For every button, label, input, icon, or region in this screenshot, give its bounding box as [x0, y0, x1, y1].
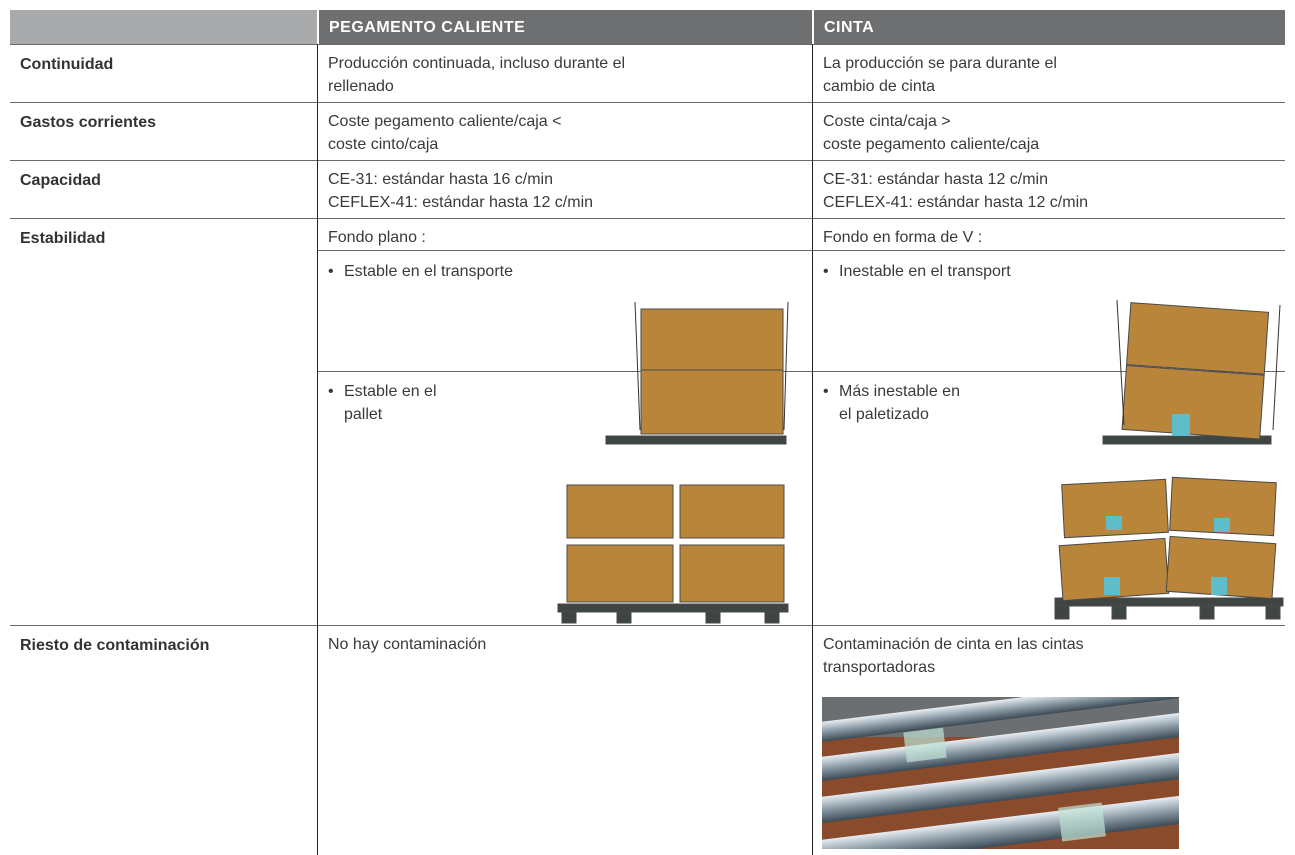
- row-label: Riesto de contaminación: [20, 637, 210, 654]
- row-border: [10, 218, 1285, 219]
- cell-text: el paletizado: [839, 406, 929, 423]
- col-border: [812, 44, 813, 855]
- row-border: [10, 625, 1285, 626]
- cell-text: coste pegamento caliente/caja: [823, 136, 1040, 153]
- cell-text: CEFLEX-41: estándar hasta 12 c/min: [823, 194, 1089, 211]
- shape: [783, 301, 789, 431]
- shape: [616, 611, 632, 624]
- shape: [822, 708, 1179, 784]
- glue-transport-box: [605, 301, 789, 445]
- shape: [1214, 518, 1230, 532]
- cell-text: La producción se para durante el: [823, 55, 1057, 72]
- cell-text: Fondo plano :: [328, 229, 426, 246]
- shape: [1061, 478, 1169, 539]
- shape: [1265, 605, 1281, 620]
- cell-text: Estable en el: [328, 380, 436, 403]
- cell-text: No hay contaminación: [328, 636, 487, 653]
- cell-text: cambio de cinta: [823, 78, 936, 95]
- cell-text: CE-31: estándar hasta 12 c/min: [823, 171, 1049, 188]
- shape: [605, 435, 787, 445]
- cell-text: Inestable en el transport: [823, 260, 1011, 283]
- shape: [1058, 537, 1170, 602]
- cell-text: CEFLEX-41: estándar hasta 12 c/min: [328, 194, 594, 211]
- row-label: Gastos corrientes: [20, 114, 157, 131]
- shape: [822, 748, 1179, 826]
- cell-text: Contaminación de cinta en las cintas: [823, 636, 1084, 653]
- shape: [822, 697, 1179, 849]
- header-cell: PEGAMENTO CALIENTE: [319, 10, 812, 44]
- shape: [679, 544, 785, 603]
- row-border: [10, 102, 1285, 103]
- shape: [903, 727, 947, 763]
- shape: [566, 484, 674, 539]
- shape: [1199, 605, 1215, 620]
- shape: [1106, 516, 1122, 530]
- cell-text: Coste pegamento caliente/caja <: [328, 113, 562, 130]
- shape: [1126, 302, 1270, 375]
- header-empty: [10, 10, 317, 44]
- shape: [1272, 304, 1281, 431]
- tape-pallet: [1054, 476, 1284, 620]
- shape: [634, 301, 641, 431]
- cell-text: CE-31: estándar hasta 16 c/min: [328, 171, 554, 188]
- row-label: Estabilidad: [20, 230, 106, 247]
- cell-text: Coste cinta/caja >: [823, 113, 951, 130]
- cell-text: Producción continuada, incluso durante e…: [328, 55, 626, 72]
- shape: [566, 544, 674, 603]
- tape-transport-box: [1102, 299, 1281, 445]
- header-cell: CINTA: [814, 10, 1285, 44]
- shape: [822, 697, 1179, 745]
- cell-text: Fondo en forma de V :: [823, 229, 983, 246]
- shape: [764, 611, 780, 624]
- shape: [1121, 365, 1265, 440]
- shape: [1104, 577, 1120, 595]
- shape: [640, 308, 784, 371]
- shape: [640, 369, 784, 435]
- shape: [679, 484, 785, 539]
- shape: [705, 611, 721, 624]
- row-label: Continuidad: [20, 56, 114, 73]
- shape: [1054, 605, 1070, 620]
- row-border: [318, 371, 1285, 372]
- row-border: [10, 44, 1285, 45]
- cell-text: Más inestable en: [823, 380, 960, 403]
- shape: [1111, 605, 1127, 620]
- shape: [822, 697, 1179, 849]
- shape: [1211, 577, 1227, 595]
- cell-text: Estable en el transporte: [328, 260, 513, 283]
- cell-text: coste cinto/caja: [328, 136, 439, 153]
- shape: [1121, 302, 1270, 440]
- shape: [822, 791, 1179, 849]
- shape: [1169, 476, 1277, 537]
- row-border: [318, 250, 1285, 251]
- shape: [561, 611, 577, 624]
- shape: [557, 603, 789, 613]
- shape: [1058, 802, 1106, 842]
- row-label: Capacidad: [20, 172, 101, 189]
- cell-text: rellenado: [328, 78, 394, 95]
- shape: [1054, 597, 1284, 607]
- glue-pallet: [557, 484, 789, 624]
- shape: [1116, 299, 1125, 426]
- shape: [1172, 414, 1190, 436]
- cell-text: transportadoras: [823, 659, 936, 676]
- conveyor-photo: [822, 697, 1179, 849]
- cell-text: pallet: [344, 406, 383, 423]
- col-border: [317, 44, 318, 855]
- row-border: [10, 160, 1285, 161]
